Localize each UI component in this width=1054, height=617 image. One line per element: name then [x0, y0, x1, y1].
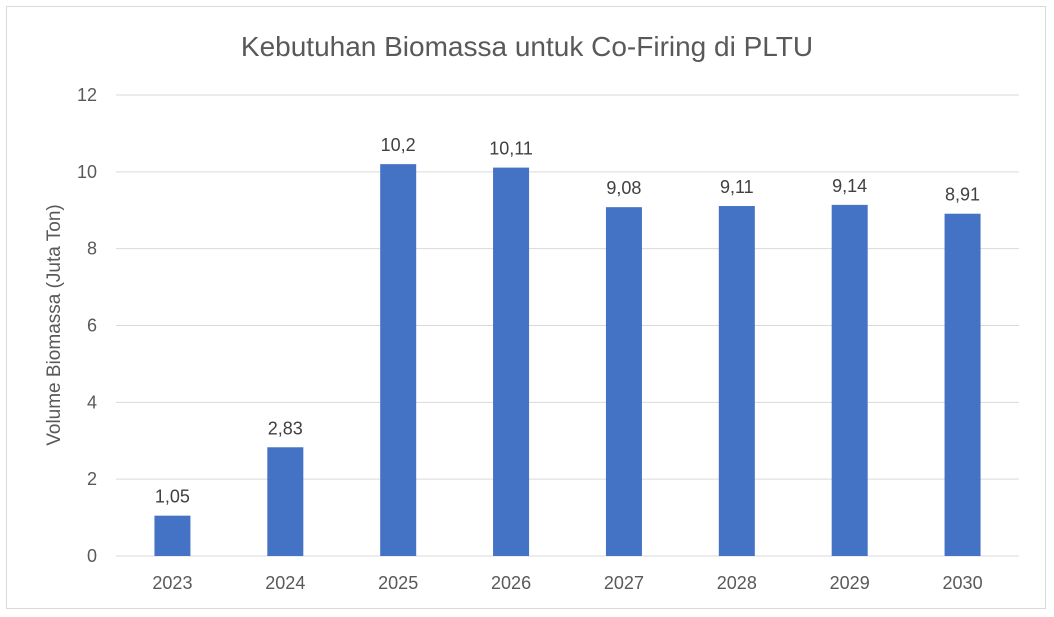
y-tick-label: 8	[87, 239, 97, 259]
y-tick-label: 12	[77, 85, 97, 105]
data-label-2026: 10,11	[489, 139, 533, 159]
gridlines	[116, 94, 1019, 557]
x-tick-label-2027: 2027	[604, 573, 644, 593]
y-tick-label: 0	[87, 546, 97, 566]
data-label-2027: 9,08	[606, 178, 641, 198]
y-tick-label: 10	[77, 162, 97, 182]
data-label-2025: 10,2	[381, 135, 416, 155]
data-labels: 1,05 2,83 10,2 10,11 9,08 9,11 9,14 8,91	[155, 135, 980, 507]
y-tick-label: 6	[87, 316, 97, 336]
bar-2025	[380, 164, 417, 556]
chart-title: Kebutuhan Biomassa untuk Co-Firing di PL…	[241, 31, 813, 62]
x-tick-label-2030: 2030	[943, 573, 983, 593]
bar-2030	[944, 213, 981, 556]
bar-2023	[154, 515, 191, 556]
y-tick-label: 2	[87, 469, 97, 489]
bar-2026	[493, 167, 530, 557]
y-axis-label: Volume Biomassa (Juta Ton)	[44, 204, 65, 446]
x-tick-label-2025: 2025	[378, 573, 418, 593]
bar-2024	[267, 447, 304, 556]
bar-2027	[605, 207, 642, 556]
data-label-2029: 9,14	[832, 176, 867, 196]
x-tick-label-2026: 2026	[491, 573, 531, 593]
bar-2029	[831, 204, 868, 556]
data-label-2024: 2,83	[268, 418, 303, 438]
x-tick-labels: 2023 2024 2025 2026 2027 2028 2029 2030	[152, 573, 982, 593]
y-tick-label: 4	[87, 392, 97, 412]
x-tick-label-2024: 2024	[265, 573, 305, 593]
x-tick-label-2023: 2023	[152, 573, 192, 593]
bar-2028	[718, 206, 755, 556]
y-tick-labels: 0 2 4 6 8 10 12	[77, 85, 97, 566]
data-label-2023: 1,05	[155, 487, 190, 507]
x-tick-label-2028: 2028	[717, 573, 757, 593]
data-label-2030: 8,91	[945, 185, 980, 205]
bars	[154, 164, 981, 557]
x-tick-label-2029: 2029	[830, 573, 870, 593]
data-label-2028: 9,11	[720, 177, 754, 197]
